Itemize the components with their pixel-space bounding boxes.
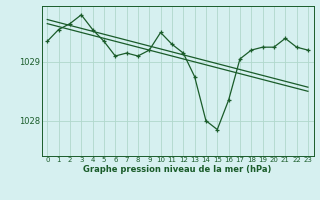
X-axis label: Graphe pression niveau de la mer (hPa): Graphe pression niveau de la mer (hPa)	[84, 165, 272, 174]
